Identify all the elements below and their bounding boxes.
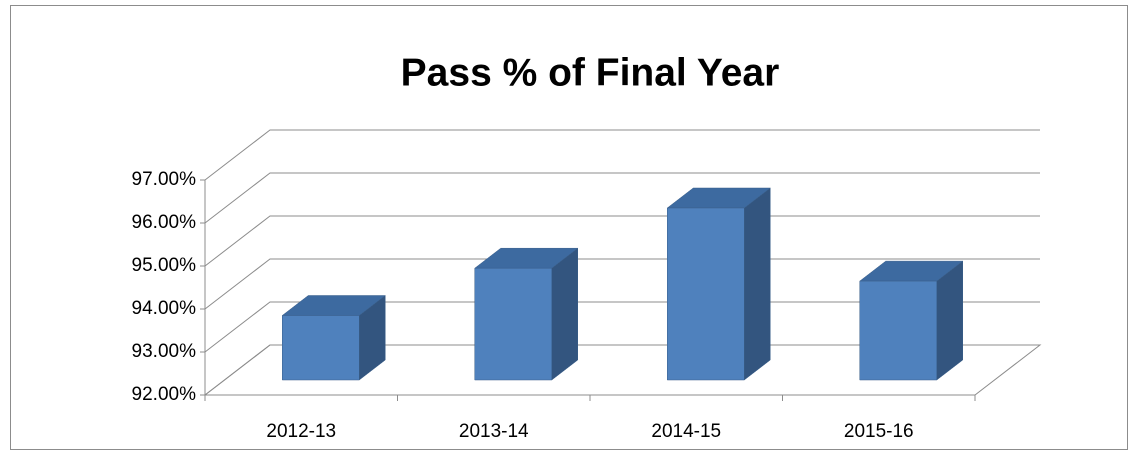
x-tick-label: 2013-14 <box>459 421 529 442</box>
bar-front <box>474 267 552 381</box>
y-tick-label: 96.00% <box>132 212 197 233</box>
grid-line <box>204 215 1040 267</box>
bar-side <box>936 260 963 381</box>
grid-line <box>204 129 1040 181</box>
x-tick-label: 2012-13 <box>266 421 336 442</box>
y-tick-label: 97.00% <box>132 169 197 190</box>
bar-front <box>859 280 937 381</box>
x-tick-label: 2015-16 <box>844 421 914 442</box>
y-tick-label: 94.00% <box>132 298 197 319</box>
bar-side <box>744 187 771 381</box>
grid-line <box>204 172 1040 224</box>
x-tick-label: 2014-15 <box>651 421 721 442</box>
grid-line <box>204 344 1040 396</box>
y-tick-label: 95.00% <box>132 255 197 276</box>
bar <box>474 247 579 381</box>
y-tick-label: 92.00% <box>132 384 197 405</box>
y-tick-label: 93.00% <box>132 341 197 362</box>
grid-line <box>204 258 1040 310</box>
bar <box>281 294 386 381</box>
chart-title: Pass % of Final Year <box>401 51 780 94</box>
bar <box>859 260 964 381</box>
bar-front <box>282 315 360 381</box>
bar-side <box>551 247 578 381</box>
grid-line <box>204 301 1040 353</box>
bar <box>666 187 771 381</box>
bar-front <box>667 207 745 381</box>
